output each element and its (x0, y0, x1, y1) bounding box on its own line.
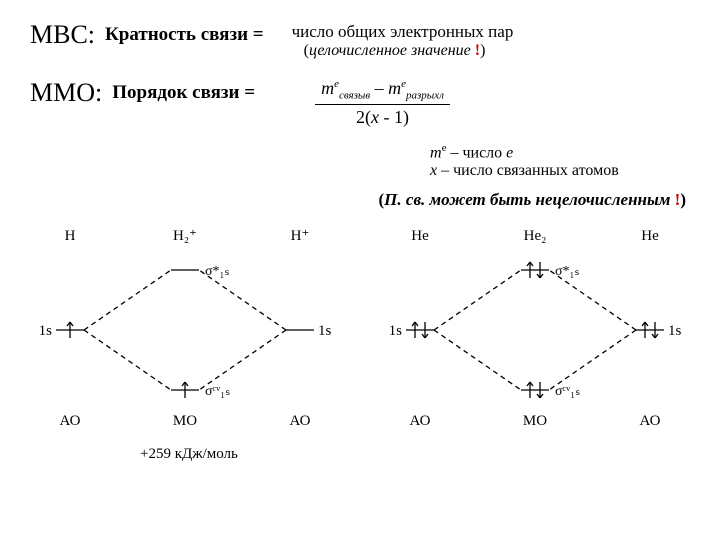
den-x: x (371, 107, 379, 127)
svg-text:МО: МО (523, 413, 547, 429)
svg-text:АО: АО (290, 413, 311, 429)
mvc-bond-text: Кратность связи = (105, 24, 264, 46)
mo-diagram-h2: H H₂⁺ H⁺ 1s 1s σ*₁ₛ σᶜᵛ₁ₛ АО МО АО (30, 220, 340, 440)
legend-line1: me – число e (430, 142, 690, 162)
svg-text:He: He (641, 228, 659, 244)
den-b: - 1) (379, 107, 409, 127)
mvc-row: МВС: Кратность связи = число общих элект… (30, 20, 690, 60)
svg-text:1s: 1s (389, 323, 403, 339)
svg-text:H₂⁺: H₂⁺ (173, 228, 197, 244)
legend-block: me – число e x – число связанных атомов (430, 142, 690, 180)
den-a: 2( (356, 107, 371, 127)
svg-text:H: H (65, 228, 76, 244)
legend-l1-txt: – число (446, 144, 506, 161)
svg-text:1s: 1s (318, 323, 332, 339)
m1-sub: связыв (339, 90, 370, 102)
m1-sup: e (334, 78, 339, 90)
paren-close: ) (480, 42, 485, 59)
mo-diagrams: H H₂⁺ H⁺ 1s 1s σ*₁ₛ σᶜᵛ₁ₛ АО МО АО He He₂ He 1s 1s σ*₁… (30, 220, 690, 440)
m2: m (388, 78, 401, 98)
svg-text:1s: 1s (668, 323, 682, 339)
svg-text:σᶜᵛ₁ₛ: σᶜᵛ₁ₛ (205, 384, 230, 399)
fraction-denominator: 2(x - 1) (315, 105, 450, 128)
legend-m: m (430, 144, 442, 161)
note-text: П. св. может быть нецелочисленным (384, 190, 674, 209)
mmo-row: ММО: Порядок связи = meсвязыв – meразрых… (30, 78, 690, 128)
svg-text:АО: АО (60, 413, 81, 429)
bond-order-fraction: meсвязыв – meразрыхл 2(x - 1) (315, 78, 450, 128)
m1: m (321, 78, 334, 98)
note-close: ) (680, 190, 686, 209)
minus: – (370, 78, 388, 98)
mvc-label: МВС: (30, 20, 95, 50)
svg-text:1s: 1s (39, 323, 53, 339)
svg-text:АО: АО (410, 413, 431, 429)
svg-text:МО: МО (173, 413, 197, 429)
mo-diagram-he2: He He₂ He 1s 1s σ*₁ₛ σᶜᵛ₁ₛ АО МО АО (380, 220, 690, 440)
mmo-bond-text: Порядок связи = (112, 82, 255, 104)
svg-text:σᶜᵛ₁ₛ: σᶜᵛ₁ₛ (555, 384, 580, 399)
svg-text:σ*₁ₛ: σ*₁ₛ (205, 264, 230, 279)
svg-text:σ*₁ₛ: σ*₁ₛ (555, 264, 580, 279)
svg-text:He₂: He₂ (524, 228, 547, 244)
m2-sup: e (401, 78, 406, 90)
fraction-numerator: meсвязыв – meразрыхл (315, 78, 450, 105)
epair-italic: целочисленное значение (309, 42, 475, 59)
svg-text:АО: АО (640, 413, 661, 429)
legend-l2-txt: – число связанных атомов (437, 162, 619, 179)
legend-e: e (506, 144, 513, 161)
svg-text:H⁺: H⁺ (291, 228, 310, 244)
legend-line2: x – число связанных атомов (430, 162, 690, 180)
electron-pair-block: число общих электронных пар (целочисленн… (292, 22, 514, 60)
svg-text:He: He (411, 228, 429, 244)
mmo-label: ММО: (30, 78, 102, 108)
epair-line1: число общих электронных пар (292, 22, 514, 42)
bond-energy-text: +259 кДж/моль (140, 446, 690, 463)
epair-line2: (целочисленное значение !) (304, 42, 514, 60)
m2-sub: разрыхл (406, 90, 444, 102)
note-line: (П. св. может быть нецелочисленным !) (30, 190, 690, 210)
